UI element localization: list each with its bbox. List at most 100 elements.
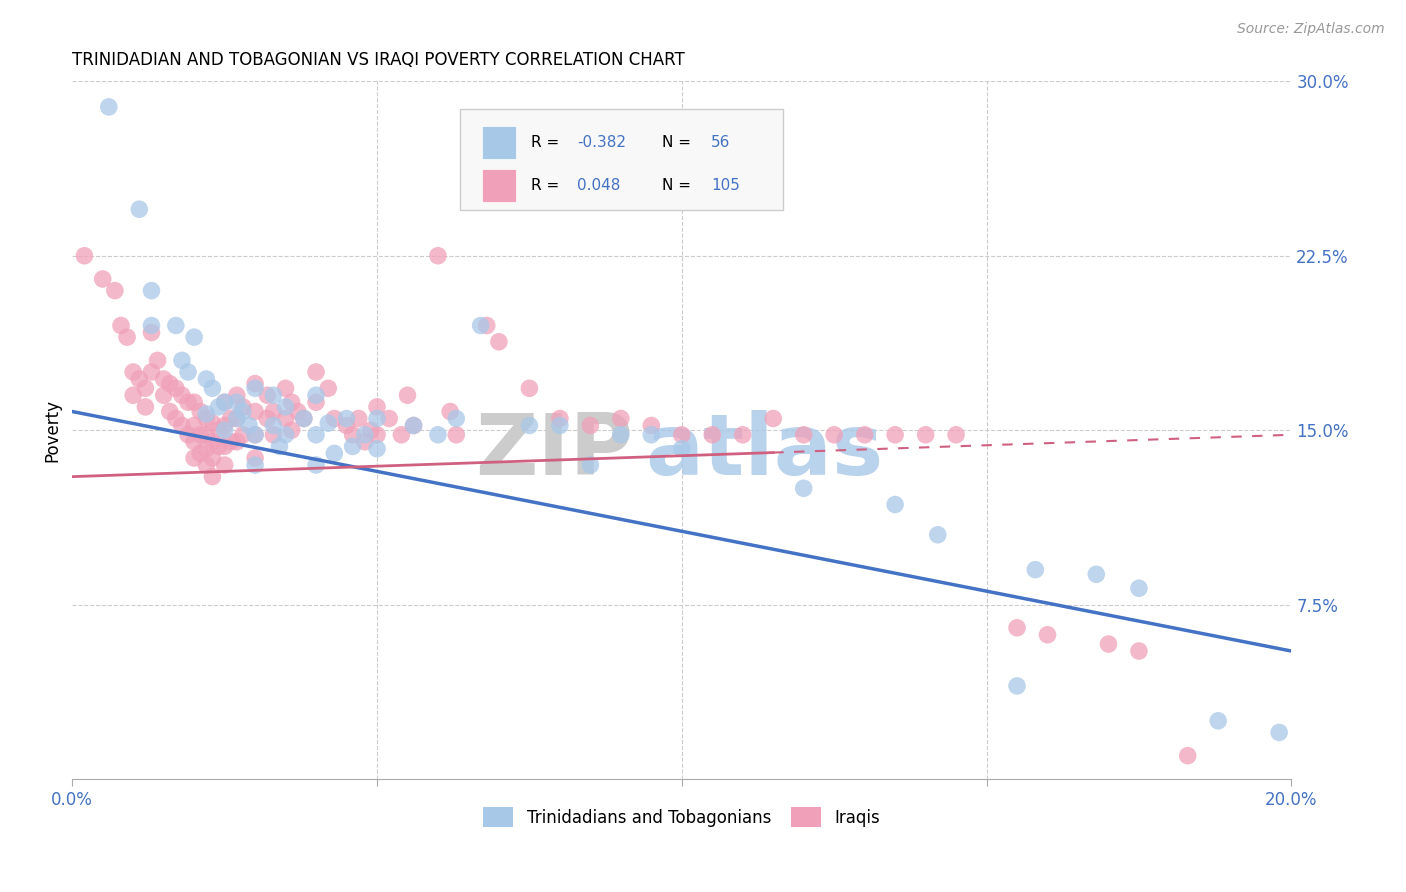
Point (640, 427, 662, 442)
Text: ZIP: ZIP (475, 409, 633, 492)
Point (170, 353, 193, 368)
Point (426, 249, 449, 263)
Point (195, 427, 218, 442)
Point (188, 427, 211, 442)
Bar (482, 126, 516, 160)
Point (1268, 725, 1291, 739)
Point (548, 418, 571, 433)
Text: R =: R = (530, 136, 558, 150)
Point (366, 427, 388, 442)
Point (402, 418, 425, 433)
Point (183, 450, 205, 465)
Point (488, 334, 510, 349)
Point (396, 388, 419, 402)
Point (762, 411, 785, 425)
Point (201, 416, 224, 430)
Point (342, 439, 364, 453)
Point (141, 284, 163, 298)
Point (366, 411, 388, 425)
Point (446, 411, 468, 425)
Point (146, 353, 169, 368)
Point (188, 404, 211, 418)
Point (243, 427, 266, 442)
Point (671, 427, 693, 442)
Point (170, 418, 193, 433)
Point (207, 400, 229, 414)
Point (141, 326, 163, 340)
Point (177, 427, 200, 442)
Point (823, 427, 845, 442)
Point (214, 458, 236, 472)
Point (610, 427, 633, 442)
Point (1005, 621, 1028, 635)
Point (353, 434, 375, 449)
Point (91, 272, 114, 286)
Point (274, 427, 297, 442)
Point (183, 434, 205, 449)
Point (793, 481, 815, 495)
Point (1128, 581, 1150, 595)
Point (134, 381, 156, 395)
Point (305, 427, 328, 442)
Point (165, 411, 187, 425)
Point (853, 427, 876, 442)
Point (1085, 567, 1108, 582)
Point (243, 376, 266, 391)
Point (305, 395, 328, 409)
Point (269, 439, 291, 453)
Point (225, 395, 247, 409)
Point (262, 427, 284, 442)
Point (793, 427, 815, 442)
Legend: Trinidadians and Tobagonians, Iraqis: Trinidadians and Tobagonians, Iraqis (477, 801, 887, 833)
Point (225, 434, 247, 449)
Point (353, 427, 375, 442)
Text: -0.382: -0.382 (576, 136, 626, 150)
Point (152, 372, 174, 386)
Point (201, 450, 224, 465)
Point (165, 381, 187, 395)
Text: 105: 105 (711, 178, 740, 193)
Text: N =: N = (662, 178, 692, 193)
Point (884, 427, 907, 442)
Text: 56: 56 (711, 136, 730, 150)
Point (232, 400, 254, 414)
Text: atlas: atlas (645, 409, 883, 492)
Point (134, 400, 156, 414)
Point (214, 439, 236, 453)
Point (262, 388, 284, 402)
Point (195, 372, 218, 386)
Point (671, 442, 693, 456)
Point (115, 330, 138, 344)
Point (927, 528, 949, 542)
Point (97, 100, 120, 114)
Point (292, 411, 315, 425)
Point (426, 427, 449, 442)
Point (1128, 644, 1150, 658)
Point (201, 434, 224, 449)
Point (232, 404, 254, 418)
Point (73, 249, 96, 263)
Point (232, 427, 254, 442)
Point (378, 411, 401, 425)
Point (214, 423, 236, 437)
Point (262, 418, 284, 433)
Point (287, 404, 309, 418)
Point (159, 376, 181, 391)
Point (519, 381, 541, 395)
Point (305, 458, 328, 472)
Point (884, 498, 907, 512)
Point (335, 411, 357, 425)
Point (519, 418, 541, 433)
Point (446, 427, 468, 442)
Point (243, 404, 266, 418)
Point (305, 365, 328, 379)
Point (128, 202, 150, 217)
Point (256, 411, 278, 425)
Point (548, 411, 571, 425)
Text: R =: R = (530, 178, 558, 193)
Text: 0.048: 0.048 (576, 178, 620, 193)
Point (914, 427, 936, 442)
Point (188, 446, 211, 460)
Text: Source: ZipAtlas.com: Source: ZipAtlas.com (1237, 22, 1385, 37)
Point (366, 442, 388, 456)
